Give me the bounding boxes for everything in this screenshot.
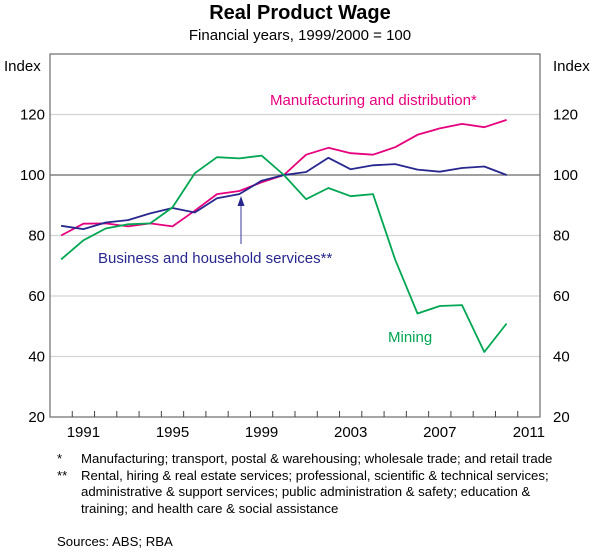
x-tick-label: 2007 <box>423 424 456 441</box>
series-label-business: Business and household services** <box>98 250 332 267</box>
chart-title: Real Product Wage <box>209 2 391 24</box>
x-tick-label: 2003 <box>334 424 367 441</box>
annotation-arrow <box>237 196 245 244</box>
series-label-manufacturing: Manufacturing and distribution* <box>270 92 477 109</box>
series-label-mining: Mining <box>388 329 432 346</box>
y-tick-label-left: 60 <box>28 288 45 305</box>
footnote: * Manufacturing; transport, postal & war… <box>57 451 577 468</box>
x-tick-label: 1999 <box>245 424 278 441</box>
footnotes: * Manufacturing; transport, postal & war… <box>57 451 577 517</box>
x-tick-label: 1995 <box>156 424 189 441</box>
x-tick-label: 2011 <box>513 424 545 441</box>
y-tick-label-right: 100 <box>553 167 578 184</box>
chart-subtitle: Financial years, 1999/2000 = 100 <box>189 27 411 44</box>
y-tick-label-left: 20 <box>28 409 45 426</box>
footnote-mark: * <box>57 451 63 466</box>
y-tick-label-left: 80 <box>28 228 45 245</box>
y-tick-label-right: 40 <box>553 349 570 366</box>
footnote-mark: ** <box>57 467 68 483</box>
sources: Sources: ABS; RBA <box>57 534 173 549</box>
series-line-manufacturing <box>60 119 507 237</box>
y-axis-label-right: Index <box>553 58 590 75</box>
y-axis-label-left: Index <box>4 58 41 75</box>
y-tick-label-right: 60 <box>553 288 570 305</box>
series-line-mining <box>60 154 508 353</box>
y-tick-label-left: 120 <box>20 107 45 124</box>
y-tick-label-left: 40 <box>28 349 45 366</box>
y-tick-label-right: 120 <box>553 107 578 124</box>
x-tick-label: 1991 <box>67 424 100 441</box>
y-tick-label-right: 80 <box>553 228 570 245</box>
y-tick-label-right: 20 <box>553 409 570 426</box>
series-line-business <box>60 156 507 231</box>
footnote-text: Manufacturing; transport, postal & wareh… <box>81 451 553 466</box>
footnote-text: Rental, hiring & real estate services; p… <box>81 467 549 516</box>
footnote: ** Rental, hiring & real estate services… <box>57 468 577 518</box>
y-tick-label-left: 100 <box>20 167 45 184</box>
